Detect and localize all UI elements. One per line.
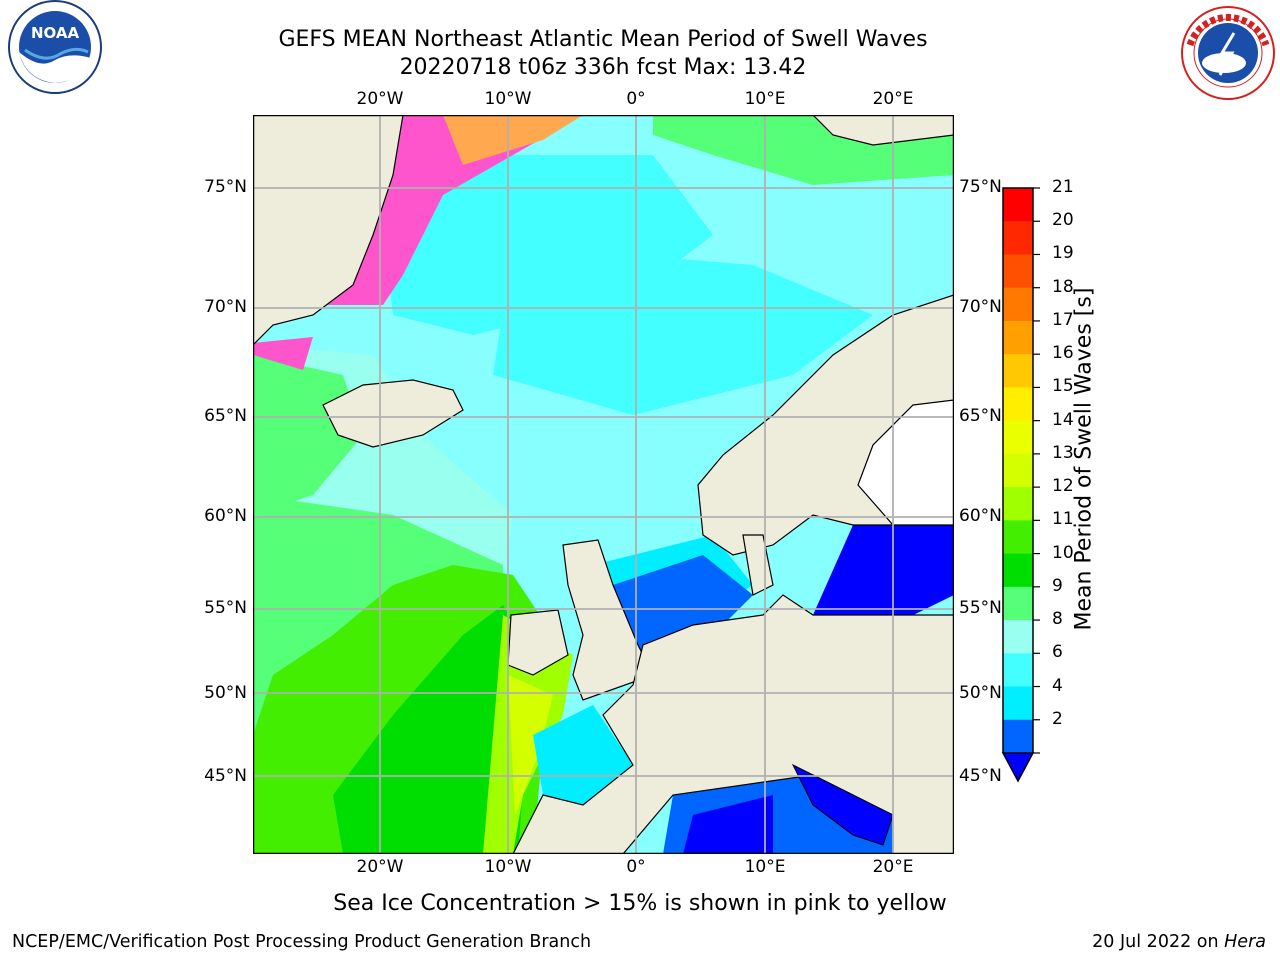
lat-label-right-60n: 60°N bbox=[959, 506, 1002, 526]
colorbar-tick-label: 14 bbox=[1052, 409, 1074, 430]
colorbar-tick-label: 15 bbox=[1052, 376, 1074, 397]
swell-region-4s-biscay bbox=[533, 705, 633, 805]
lon-label-top-10e: 10°E bbox=[744, 89, 786, 109]
colorbar-tick-label: 21 bbox=[1052, 177, 1074, 197]
colorbar-tick-label: 19 bbox=[1052, 243, 1074, 264]
colorbar-segment bbox=[1003, 487, 1033, 521]
colorbar-tick-label: 2 bbox=[1052, 708, 1063, 729]
nws-logo bbox=[1176, 5, 1280, 101]
lon-label-top-10w: 10°W bbox=[484, 89, 532, 109]
footer-host: Hera bbox=[1224, 932, 1266, 952]
svalbard-land bbox=[812, 115, 954, 146]
sea-ice-high bbox=[443, 115, 583, 165]
colorbar-tick-label: 13 bbox=[1052, 442, 1074, 463]
colorbar-segment bbox=[1003, 620, 1033, 654]
map-frame bbox=[253, 115, 954, 854]
colorbar-segment bbox=[1003, 553, 1033, 588]
colorbar-tick-label: 6 bbox=[1052, 642, 1063, 663]
colorbar-segment bbox=[1003, 287, 1033, 322]
lat-label-left-45n: 45°N bbox=[204, 766, 247, 786]
colorbar-segment bbox=[1003, 686, 1033, 721]
map-caption: Sea Ice Concentration > 15% is shown in … bbox=[333, 891, 947, 916]
lon-label-bottom-10e: 10°E bbox=[744, 857, 786, 877]
lon-label-bottom-0: 0° bbox=[626, 857, 646, 877]
lon-label-bottom-20w: 20°W bbox=[356, 857, 404, 877]
swell-region-below2-med bbox=[683, 795, 773, 854]
colorbar-tick-label: 8 bbox=[1052, 609, 1063, 630]
colorbar-segment bbox=[1003, 254, 1033, 289]
lon-label-top-0: 0° bbox=[626, 89, 646, 109]
chart-subtitle: 20220718 t06z 336h fcst Max: 13.42 bbox=[399, 55, 807, 80]
lon-label-bottom-10w: 10°W bbox=[484, 857, 532, 877]
map-panel bbox=[253, 115, 954, 854]
chart-title: GEFS MEAN Northeast Atlantic Mean Period… bbox=[278, 27, 928, 52]
colorbar-segment bbox=[1003, 188, 1033, 222]
swell-region-below2-baltic bbox=[813, 525, 954, 625]
swell-region-9s bbox=[253, 355, 363, 515]
svg-text:NOAA: NOAA bbox=[31, 24, 80, 42]
sea-ice-west bbox=[253, 337, 313, 370]
colorbar-label: Mean Period of Swell Waves [s] bbox=[1071, 287, 1097, 631]
lat-label-left-75n: 75°N bbox=[204, 177, 247, 197]
colorbar-tick-label: 9 bbox=[1052, 575, 1063, 596]
colorbar-tick-label: 18 bbox=[1052, 276, 1074, 297]
colorbar-segment bbox=[1003, 520, 1033, 555]
colorbar-segment bbox=[1003, 453, 1033, 488]
graticule bbox=[253, 115, 954, 854]
adriatic-sea bbox=[791, 763, 894, 846]
swell-region-6s-b bbox=[493, 245, 873, 415]
colorbar-ticks: 21 20 19 18 17 16 15 14 13 12 11 10 9 8 6 4 2 bbox=[1052, 0, 1092, 960]
lat-label-right-45n: 45°N bbox=[959, 766, 1002, 786]
lat-label-left-50n: 50°N bbox=[204, 683, 247, 703]
colorbar-segment bbox=[1003, 221, 1033, 255]
colorbar-extend-arrow bbox=[1001, 752, 1035, 783]
greenland-land bbox=[253, 115, 404, 346]
colorbar-tick-label: 10 bbox=[1052, 542, 1074, 563]
colorbar-frame bbox=[1002, 187, 1034, 753]
lat-label-right-65n: 65°N bbox=[959, 406, 1002, 426]
colorbar-tick-label: 20 bbox=[1052, 210, 1074, 231]
noaa-logo: NOAA bbox=[0, 0, 110, 100]
colorbar-tick-label: 17 bbox=[1052, 309, 1074, 330]
swell-region-11s bbox=[333, 605, 533, 854]
lat-label-left-70n: 70°N bbox=[204, 297, 247, 317]
colorbar bbox=[1000, 185, 1040, 785]
lon-label-top-20w: 20°W bbox=[356, 89, 404, 109]
colorbar-segment bbox=[1003, 320, 1033, 355]
colorbar-tick-label: 16 bbox=[1052, 343, 1074, 364]
lat-label-right-70n: 70°N bbox=[959, 297, 1002, 317]
lat-label-right-50n: 50°N bbox=[959, 683, 1002, 703]
lon-label-bottom-20e: 20°E bbox=[872, 857, 914, 877]
lat-label-left-65n: 65°N bbox=[204, 406, 247, 426]
colorbar-segment bbox=[1003, 420, 1033, 455]
colorbar-tick-label: 12 bbox=[1052, 476, 1074, 497]
colorbar-segment bbox=[1003, 653, 1033, 688]
colorbar-segment bbox=[1003, 354, 1033, 388]
lon-label-top-20e: 20°E bbox=[872, 89, 914, 109]
footer-right: 20 Jul 2022 on Hera bbox=[1000, 932, 1266, 952]
footer-date: 20 Jul 2022 on bbox=[1092, 932, 1225, 952]
colorbar-segment bbox=[1003, 719, 1033, 754]
lat-label-left-55n: 55°N bbox=[204, 598, 247, 618]
colorbar-segment bbox=[1003, 586, 1033, 621]
lat-label-right-55n: 55°N bbox=[959, 598, 1002, 618]
lat-label-right-75n: 75°N bbox=[959, 177, 1002, 197]
colorbar-tick-label: 11 bbox=[1052, 509, 1074, 530]
colorbar-tick-label: 4 bbox=[1052, 675, 1063, 696]
colorbar-segment bbox=[1003, 387, 1033, 422]
footer-left: NCEP/EMC/Verification Post Processing Pr… bbox=[12, 932, 592, 952]
swell-region-13s bbox=[508, 675, 553, 815]
great-britain-land bbox=[562, 539, 654, 701]
lat-label-left-60n: 60°N bbox=[204, 506, 247, 526]
